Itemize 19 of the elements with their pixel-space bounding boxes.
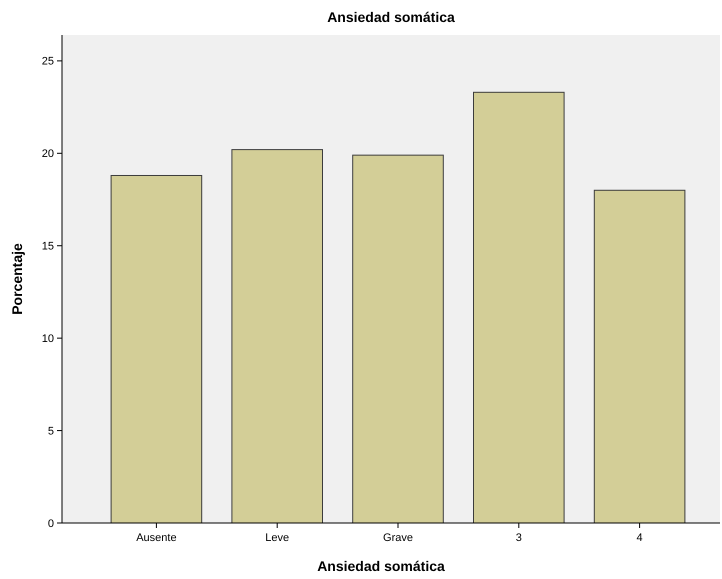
x-tick-label: Leve [265,532,290,544]
y-axis-title: Porcentaje [9,242,25,315]
x-axis-title: Ansiedad somática [317,558,446,574]
chart-title: Ansiedad somática [327,9,456,25]
y-tick-label: 5 [48,425,54,438]
x-tick-label: 4 [636,532,643,544]
x-tick-label: Ausente [136,532,177,544]
x-tick-label: Grave [383,532,413,544]
bar [352,154,444,524]
x-tick-label: 3 [516,532,522,544]
y-tick-label: 0 [48,518,54,530]
y-tick-label: 10 [42,333,54,345]
bar [594,190,686,524]
bar [110,174,202,524]
bar [231,149,323,524]
bar [473,92,565,524]
y-tick-label: 15 [42,240,54,253]
y-tick-label: 25 [42,56,54,68]
y-tick-label: 20 [42,148,54,160]
